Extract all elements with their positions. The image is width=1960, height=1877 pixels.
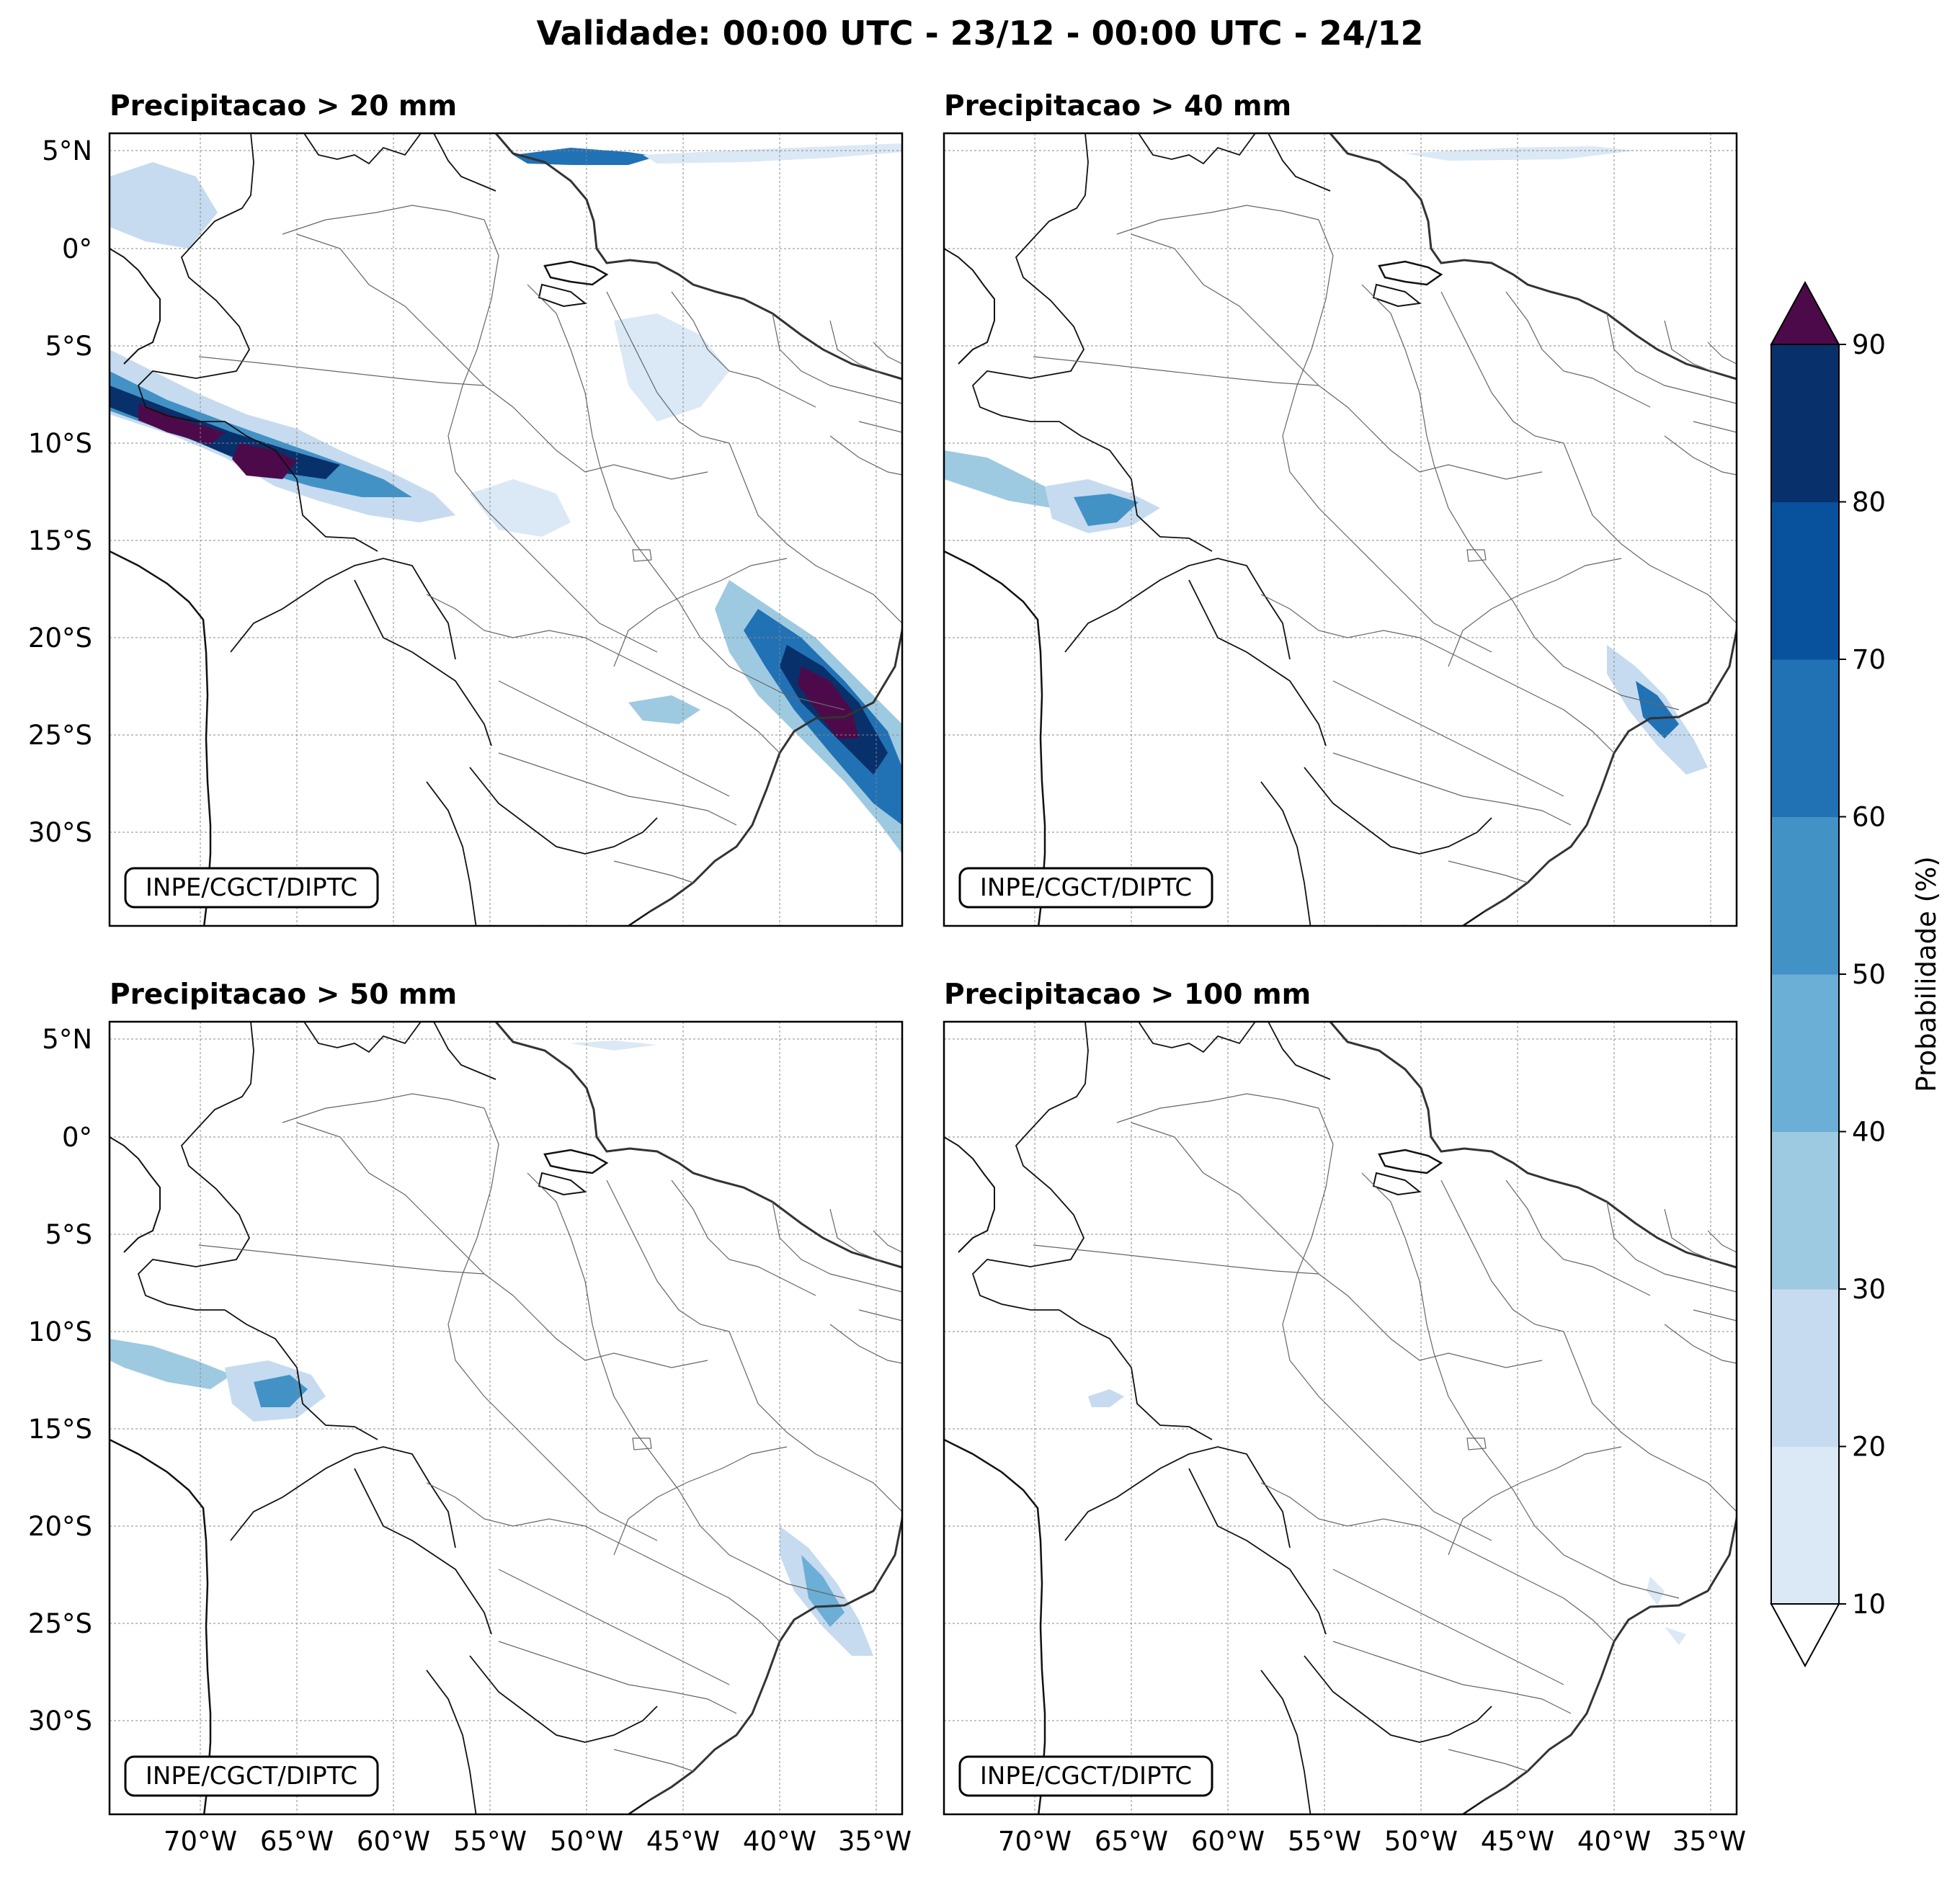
colorbar-segment — [1771, 1131, 1839, 1290]
lat-label: 5°N — [42, 135, 92, 166]
colorbar: 10 20 30 40 50 60 70 80 90 Probabilidade (%) — [1770, 280, 1942, 1668]
colorbar-under-arrow — [1770, 1603, 1840, 1668]
colorbar-segment — [1771, 659, 1839, 817]
colorbar-segment — [1771, 1446, 1839, 1605]
lon-label: 45°W — [1481, 1826, 1554, 1857]
lat-label: 5°S — [45, 1219, 92, 1250]
lat-label: 20°S — [28, 1511, 92, 1542]
lon-label: 70°W — [164, 1826, 237, 1857]
precipitation-field — [1088, 1389, 1686, 1645]
lon-label: 65°W — [260, 1826, 334, 1857]
lon-label: 55°W — [453, 1826, 527, 1857]
lat-label: 10°S — [28, 428, 92, 459]
lat-label: 10°S — [28, 1316, 92, 1347]
colorbar-tick-label: 60 — [1852, 802, 1886, 833]
panel-precip-50mm: Precipitacao > 50 mm — [108, 978, 904, 1816]
colorbar-segment — [1771, 974, 1839, 1132]
colorbar-tick-label: 70 — [1852, 644, 1886, 675]
panel-precip-40mm: Precipitacao > 40 mm — [943, 90, 1738, 927]
watermark-label: INPE/CGCT/DIPTC — [980, 873, 1192, 902]
panel-title: Precipitacao > 20 mm — [110, 90, 457, 122]
lon-label: 40°W — [1577, 1826, 1651, 1857]
lat-label: 25°S — [28, 720, 92, 751]
colorbar-tick-label: 10 — [1852, 1589, 1886, 1620]
colorbar-tick-label: 80 — [1852, 487, 1886, 518]
lon-label: 35°W — [1672, 1826, 1746, 1857]
lat-labels-top: 5°N 0° 5°S 10°S 15°S 20°S 25°S 30°S — [28, 135, 92, 848]
lat-label: 15°S — [28, 1414, 92, 1445]
colorbar-tick-label: 40 — [1852, 1117, 1886, 1148]
watermark-label: INPE/CGCT/DIPTC — [146, 873, 357, 902]
panel-title: Precipitacao > 40 mm — [944, 90, 1291, 122]
lat-labels-bottom: 5°N 0° 5°S 10°S 15°S 20°S 25°S 30°S — [28, 1024, 92, 1736]
lon-label: 35°W — [838, 1826, 912, 1857]
lon-label: 50°W — [1384, 1826, 1458, 1857]
lon-label: 65°W — [1095, 1826, 1168, 1857]
colorbar-tick-label: 90 — [1852, 329, 1886, 360]
lat-label: 30°S — [28, 817, 92, 848]
colorbar-segment — [1771, 501, 1839, 660]
colorbar-segment — [1771, 1289, 1839, 1447]
lon-label: 50°W — [550, 1826, 623, 1857]
panel-title: Precipitacao > 100 mm — [944, 978, 1311, 1011]
lat-label: 5°S — [45, 331, 92, 362]
lat-label: 20°S — [28, 623, 92, 654]
colorbar-tick-label: 30 — [1852, 1274, 1886, 1305]
colorbar-tick-label: 50 — [1852, 959, 1886, 990]
lat-label: 5°N — [42, 1024, 92, 1055]
colorbar-over-arrow — [1770, 280, 1840, 345]
lon-label: 55°W — [1288, 1826, 1361, 1857]
colorbar-segment — [1771, 344, 1839, 502]
panel-title: Precipitacao > 50 mm — [110, 978, 457, 1011]
lat-label: 0° — [62, 1122, 92, 1153]
watermark-label: INPE/CGCT/DIPTC — [146, 1762, 357, 1791]
lon-label: 60°W — [357, 1826, 430, 1857]
lat-label: 30°S — [28, 1706, 92, 1736]
panel-precip-20mm: Precipitacao > 20 mm — [108, 90, 904, 927]
colorbar-segment — [1771, 816, 1839, 975]
lon-labels-left: 70°W 65°W 60°W 55°W 50°W 45°W 40°W 35°W — [164, 1826, 912, 1857]
colorbar-tick-label: 20 — [1852, 1432, 1886, 1463]
lat-label: 15°S — [28, 525, 92, 556]
lon-label: 40°W — [743, 1826, 816, 1857]
lat-label: 0° — [62, 233, 92, 264]
figure-title: Validade: 00:00 UTC - 23/12 - 00:00 UTC … — [536, 14, 1423, 53]
panel-precip-100mm: Precipitacao > 100 mm — [943, 978, 1738, 1816]
lat-label: 25°S — [28, 1608, 92, 1639]
watermark-label: INPE/CGCT/DIPTC — [980, 1762, 1192, 1791]
precipitation-field — [110, 143, 902, 854]
lon-label: 45°W — [646, 1826, 720, 1857]
colorbar-label: Probabilidade (%) — [1911, 856, 1942, 1092]
lon-label: 60°W — [1191, 1826, 1265, 1857]
lon-label: 70°W — [998, 1826, 1072, 1857]
lon-labels-right: 70°W 65°W 60°W 55°W 50°W 45°W 40°W 35°W — [998, 1826, 1746, 1857]
